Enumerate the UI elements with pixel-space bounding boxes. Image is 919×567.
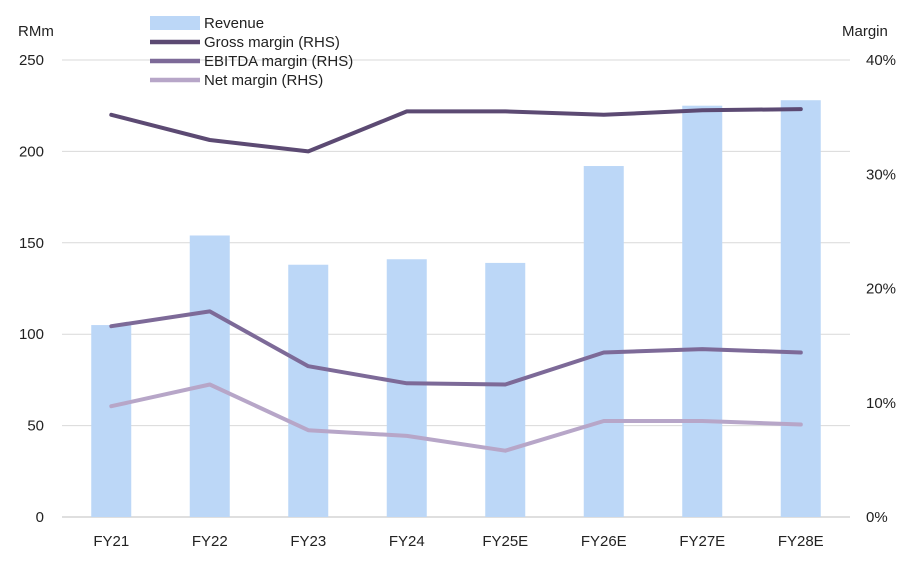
- line-point: [700, 419, 704, 423]
- line-point: [503, 449, 507, 453]
- revenue-bar: [386, 259, 427, 517]
- x-tick-label: FY25E: [482, 533, 528, 550]
- left-tick-label: 150: [19, 235, 44, 252]
- right-tick-label: 40%: [866, 52, 896, 69]
- right-tick-label: 30%: [866, 166, 896, 183]
- revenue-bar: [780, 100, 821, 517]
- line-point: [799, 350, 803, 354]
- x-tick-label: FY26E: [581, 533, 627, 550]
- left-tick-label: 250: [19, 52, 44, 69]
- right-tick-label: 10%: [866, 395, 896, 412]
- line-point: [109, 404, 113, 408]
- line-point: [208, 309, 212, 313]
- legend-label: Net margin (RHS): [204, 72, 323, 89]
- line-series-0: [109, 107, 803, 154]
- right-tick-label: 20%: [866, 281, 896, 298]
- x-tick-label: FY27E: [679, 533, 725, 550]
- line-point: [503, 109, 507, 113]
- line-series-2: [109, 382, 803, 453]
- line-point: [602, 419, 606, 423]
- right-tick-label: 0%: [866, 509, 888, 526]
- legend: Revenue Gross margin (RHS) EBITDA margin (…: [150, 15, 353, 89]
- line-point: [602, 350, 606, 354]
- line-series-1: [109, 309, 803, 387]
- line-point: [109, 113, 113, 117]
- axes: RMm Margin 0 50 100 150 200 250 0% 10% 20% 30% 40%…: [18, 23, 896, 550]
- line-point: [700, 347, 704, 351]
- legend-label: Revenue: [204, 15, 264, 32]
- gridlines: [62, 59, 850, 518]
- x-tick-label: FY28E: [778, 533, 824, 550]
- line-point: [306, 428, 310, 432]
- left-tick-label: 50: [27, 418, 44, 435]
- line-point: [405, 434, 409, 438]
- left-axis-label: RMm: [18, 23, 54, 40]
- line-point: [208, 138, 212, 142]
- right-axis-label: Margin: [842, 23, 888, 40]
- revenue-bar: [682, 105, 723, 517]
- line-point: [503, 382, 507, 386]
- line-point: [799, 422, 803, 426]
- line-point: [602, 113, 606, 117]
- revenue-bar: [485, 262, 526, 517]
- x-tick-label: FY21: [93, 533, 129, 550]
- line-point: [109, 324, 113, 328]
- line-point: [405, 381, 409, 385]
- line-point: [799, 107, 803, 111]
- left-tick-label: 100: [19, 326, 44, 343]
- margin-lines: [109, 107, 803, 453]
- line-point: [700, 108, 704, 112]
- line-point: [405, 109, 409, 113]
- x-tick-label: FY23: [290, 533, 326, 550]
- revenue-bar: [288, 264, 329, 517]
- left-tick-label: 200: [19, 143, 44, 160]
- legend-label: Gross margin (RHS): [204, 34, 340, 51]
- revenue-bar: [189, 235, 230, 517]
- legend-swatch: [150, 16, 200, 30]
- revenue-bars: [91, 100, 821, 518]
- legend-label: EBITDA margin (RHS): [204, 53, 353, 70]
- revenue-bar: [91, 325, 132, 517]
- line-point: [306, 364, 310, 368]
- left-tick-label: 0: [36, 509, 44, 526]
- x-tick-label: FY22: [192, 533, 228, 550]
- line-point: [306, 149, 310, 153]
- line-point: [208, 382, 212, 386]
- x-tick-label: FY24: [389, 533, 425, 550]
- revenue-bar: [583, 166, 624, 518]
